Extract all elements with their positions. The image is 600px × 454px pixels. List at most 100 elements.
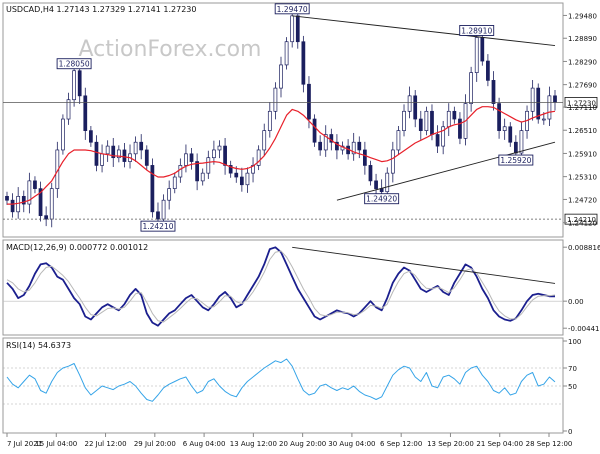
rsi-y-tick-label: 0	[568, 428, 572, 436]
macd-layer	[6, 246, 556, 327]
candle-body	[284, 41, 289, 66]
candle-body	[446, 110, 451, 128]
candle-body	[418, 118, 423, 131]
rsi-y-tick-label: 100	[568, 338, 581, 346]
candle-body	[458, 118, 462, 139]
macd-y-tick-label: -0.004416	[568, 325, 600, 333]
candle-body	[385, 172, 390, 193]
candle-body	[223, 145, 227, 166]
rsi-panel-title: RSI(14) 54.6373	[6, 341, 71, 350]
candle-body	[547, 95, 552, 120]
x-tick-label: 13 Sep 20:00	[427, 440, 474, 448]
price-axis-marker-label: 1.27230	[567, 99, 596, 107]
watermark-text: ActionForex.com	[79, 37, 262, 62]
x-tick-label: 30 Aug 04:00	[328, 440, 375, 448]
candle-body	[390, 149, 395, 174]
price-annotation-box	[364, 193, 400, 205]
candle-body	[363, 149, 367, 166]
macd-y-tick-label: 0.00	[568, 298, 584, 306]
candle-body	[100, 153, 104, 166]
price-annotation-label: 1.24920	[366, 195, 397, 204]
price-y-tick-label: 1.25910	[568, 150, 597, 158]
candle-body	[83, 95, 88, 131]
price-y-tick-label: 1.24120	[568, 220, 597, 228]
price-axis-marker-label: 1.24210	[567, 216, 596, 224]
price-trendline	[336, 141, 556, 201]
candle-body	[10, 199, 15, 213]
candle-body	[536, 87, 541, 120]
candle-body	[89, 130, 93, 143]
price-annotation-box	[274, 3, 310, 15]
x-tick-label: 21 Sep 04:00	[476, 440, 523, 448]
x-tick-label: 15 Jul 04:00	[35, 440, 77, 448]
candle-body	[105, 145, 110, 155]
candle-body	[206, 157, 211, 174]
x-tick-label: 13 Aug 12:00	[230, 440, 277, 448]
macd-panel-frame	[2, 239, 564, 336]
candle-body	[150, 165, 155, 213]
candle-body	[189, 153, 194, 162]
candle-body	[21, 195, 26, 205]
candle-body	[234, 172, 239, 178]
candle-body	[72, 70, 76, 101]
candle-body	[262, 130, 267, 151]
price-y-tick-label: 1.25310	[568, 174, 597, 182]
candle-body	[61, 118, 65, 151]
candle-body	[228, 165, 233, 174]
candle-body	[33, 180, 37, 189]
candle-body	[402, 110, 406, 131]
candle-body	[184, 153, 188, 166]
price-axis-marker	[564, 97, 598, 108]
candle-body	[374, 180, 378, 189]
x-tick-label: 22 Jul 12:00	[85, 440, 127, 448]
x-tick-label: 6 Sep 12:00	[380, 440, 422, 448]
candle-body	[16, 195, 21, 213]
price-annotation-label: 1.25920	[500, 156, 531, 165]
candle-body	[486, 60, 490, 81]
candle-body	[497, 103, 501, 131]
candle-body	[161, 199, 166, 220]
candle-body	[519, 130, 524, 154]
candle-body	[502, 126, 507, 131]
price-y-tick-label: 1.29480	[568, 12, 597, 20]
candle-body	[172, 176, 177, 189]
x-tick-label: 6 Aug 04:00	[183, 440, 226, 448]
candle-body	[178, 165, 183, 178]
candle-body	[267, 110, 272, 131]
candle-body	[27, 180, 32, 205]
price-panel-frame	[2, 2, 564, 238]
macd-trendline	[292, 246, 556, 284]
candle-body	[245, 172, 250, 186]
price-annotation-box	[498, 154, 534, 166]
candle-body	[5, 195, 9, 201]
candle-body	[474, 37, 479, 73]
rsi-y-tick-label: 70	[568, 365, 577, 373]
macd-line	[6, 246, 555, 327]
candle-body	[335, 141, 339, 151]
x-tick-label: 28 Sep 12:00	[526, 440, 573, 448]
candle-body	[38, 188, 43, 217]
candle-body	[553, 95, 557, 103]
candle-body	[469, 72, 473, 104]
candle-body	[94, 141, 99, 166]
macd-panel-title: MACD(12,26,9) 0.000772 0.001012	[6, 243, 148, 252]
candle-body	[329, 134, 334, 143]
candle-body	[513, 141, 518, 154]
candle-body	[541, 118, 546, 121]
price-annotation-label: 1.24210	[142, 222, 173, 231]
candle-body	[407, 95, 412, 112]
overlay-layer: 1.27230 1.24210 1.28050 1.29470 1.28910 1.242…	[3, 3, 598, 284]
candle-body	[49, 188, 54, 220]
candle-body	[357, 141, 362, 151]
candle-body	[424, 110, 429, 131]
candle-body	[452, 110, 457, 120]
moving-average-line	[7, 106, 556, 205]
candle-body	[312, 118, 317, 143]
price-annotation-label: 1.28050	[59, 60, 90, 69]
price-y-tick-label: 1.24720	[568, 196, 597, 204]
price-y-tick-label: 1.27690	[568, 82, 597, 90]
candle-body	[318, 141, 323, 151]
